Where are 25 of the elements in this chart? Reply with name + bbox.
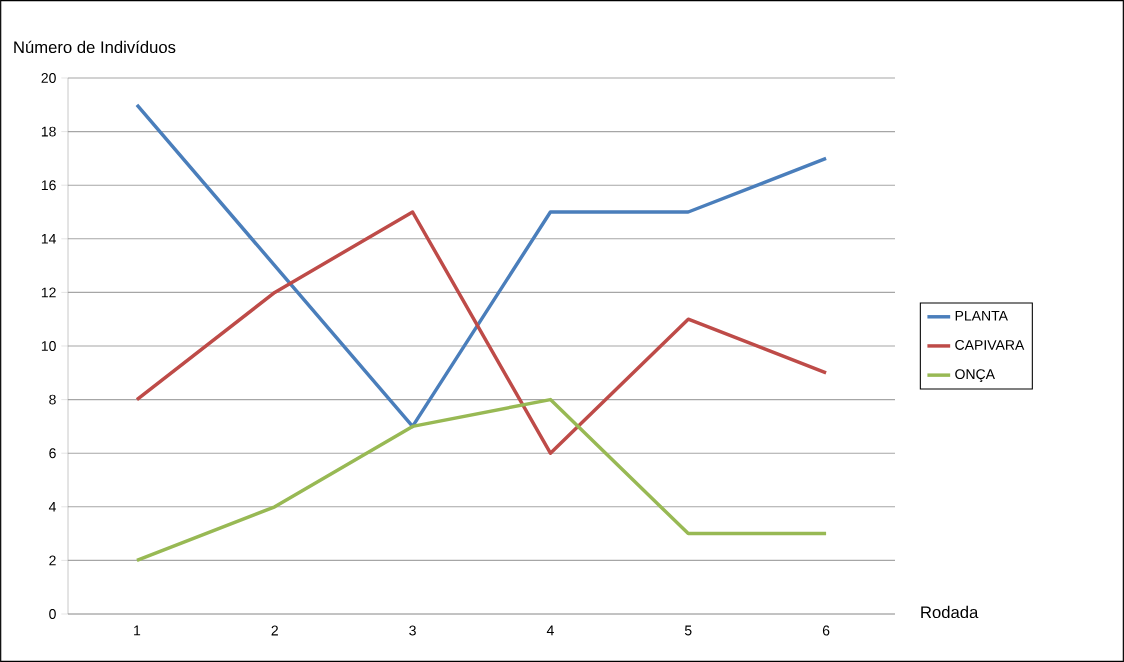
y-axis-title: Número de Indivíduos [14,40,176,54]
x-tick-label: 5 [684,625,692,636]
y-tick-label: 20 [41,73,56,83]
line-series [135,103,828,429]
y-tick-label: 2 [49,555,56,566]
x-tick-label: 6 [822,625,830,636]
x-axis-title: Rodada [921,605,979,619]
legend-label: ONÇA [955,369,995,382]
x-tick-label: 3 [409,625,416,636]
x-tick-label: 1 [134,625,141,636]
y-tick-label: 18 [41,126,56,137]
line-series [135,397,828,563]
y-tick-label: 10 [41,341,56,351]
line-series [135,210,828,455]
y-tick-label: 4 [48,502,56,512]
legend-label: PLANTA [955,310,1008,321]
x-tick-label: 4 [546,625,554,636]
legend-label: CAPIVARA [955,340,1025,350]
y-tick-label: 16 [41,180,56,191]
x-tick-label: 2 [271,625,278,636]
y-tick-label: 6 [49,448,56,459]
y-tick-label: 12 [41,287,56,298]
y-tick-label: 8 [49,394,56,405]
y-tick-label: 0 [49,609,56,619]
y-tick-label: 14 [41,234,56,244]
